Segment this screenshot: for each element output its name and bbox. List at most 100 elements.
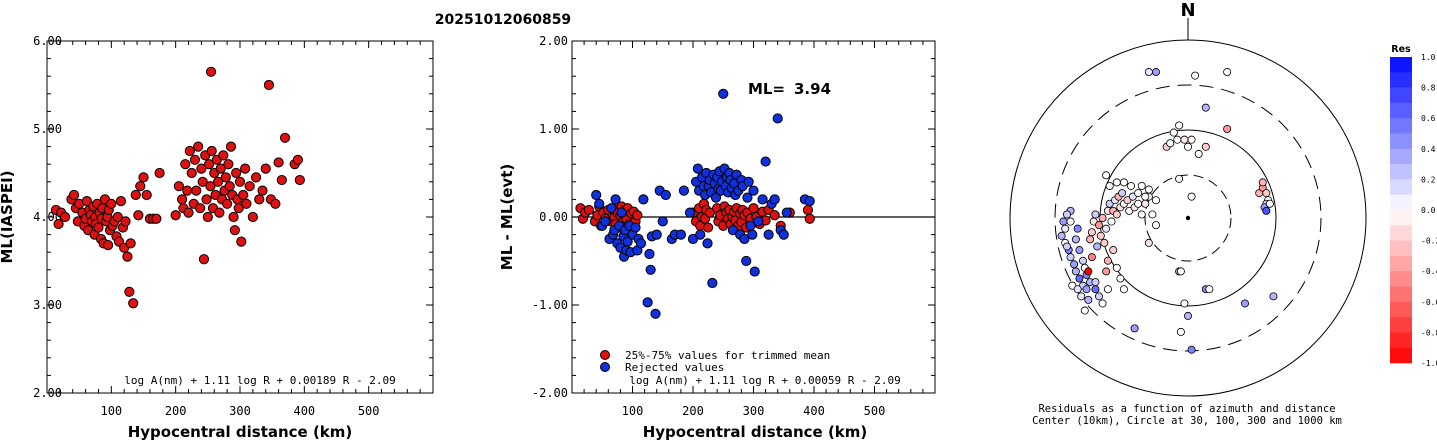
colorbar-tick: 0.4 [1421,145,1436,154]
colorbar-cells [1390,57,1412,364]
polar-station-point [1071,267,1080,276]
polar-station-point [1269,292,1278,301]
colorbar-cell [1390,102,1412,119]
polar-station-point [1223,125,1232,134]
polar-station-point [1144,185,1153,194]
colorbar-tick: 1.0 [1421,53,1436,62]
polar-station-point [1166,139,1175,148]
colorbar-cell [1390,332,1412,348]
caption-line-1: Residuals as a function of azimuth and d… [1038,403,1335,415]
polar-station-point [1151,68,1160,77]
plot1-data-point [135,181,146,192]
plot1-data-point [59,211,71,223]
colorbar-cell [1390,118,1412,134]
polar-station-point [1119,285,1128,294]
plot1-data-point [201,194,212,205]
polar-station-point [1075,246,1084,255]
plot1-y-tick: 5.00 [33,122,62,136]
polar-station-point [1116,274,1125,283]
polar-station-point [1102,267,1111,276]
polar-station-point [1095,221,1104,230]
plot1-data-point [273,157,284,168]
polar-station-point [1265,199,1274,208]
plot1-data-point [138,172,149,183]
polar-station-point [1134,189,1143,198]
polar-station-point [1059,217,1068,226]
plot2-data-point [707,277,718,289]
polar-station-point [1062,210,1071,219]
plot2-data-point [622,236,633,247]
polar-station-point [1180,135,1189,144]
polar-station-point [1093,242,1102,251]
plot1-ticks [47,41,433,393]
panel-ml-residual: 100 200 300 400 500 -2.00 -1.00 0.00 1.0… [498,34,936,441]
plot1-data-point [250,172,262,183]
plot2-data-point [684,207,696,218]
plot2-y-tick: 1.00 [539,122,568,136]
plot2-data-point [644,248,655,260]
plot2-y-tick: 0.00 [539,210,568,224]
plot2-data-point [610,194,621,205]
polar-station-point [1096,231,1105,240]
plot2-data-point [743,176,754,187]
plot1-data-point [125,238,136,249]
plot1-data-point [122,251,133,262]
colorbar-tick: -0.8 [1421,328,1437,337]
polar-station-point [1102,171,1111,180]
plot2-data-point [657,216,668,227]
plot2-x-tick: 300 [743,404,765,418]
plot1-data-point [254,194,265,205]
polar-station-point [1057,231,1066,240]
plot2-data-point [802,204,814,216]
plot1-data-point [115,196,127,207]
polar-station-point [1180,299,1189,308]
plot1-data-point [222,198,233,209]
plot2-data-point [718,88,729,99]
plot1-x-tick: 400 [293,404,315,418]
colorbar-cell [1390,72,1412,88]
plot2-data-point [778,229,789,240]
plot2-y-tick: -2.00 [532,386,568,400]
residual-colorbar: Res 1.0 0.8 0.6 0.4 0.2 0.0 -0.2 -0.4 -0… [1390,44,1437,368]
plot2-data-point [687,233,699,245]
polar-station-point [1258,178,1267,187]
plot2-data-point [769,194,780,205]
polar-points [1057,68,1278,354]
polar-station-point [1073,224,1082,233]
plot1-data-point [224,181,235,192]
colorbar-cell [1390,301,1412,318]
plot1-data-point [112,211,123,223]
polar-station-point [1087,228,1096,237]
ml-label: ML= [748,80,785,98]
plot1-data-point [292,154,303,165]
plot1-data-point [124,286,135,297]
polar-station-point [1184,142,1193,151]
polar-station-point [1107,217,1116,226]
colorbar-cell [1390,57,1412,73]
polar-station-point [1141,199,1150,208]
polar-station-point [1077,292,1086,301]
plot2-y-tick-labels: -2.00 -1.00 0.00 1.00 2.00 [532,34,568,400]
colorbar-cell [1390,133,1412,150]
polar-station-point [1223,68,1232,77]
polar-station-point [1103,285,1112,294]
ring-1000km [1009,39,1367,397]
plot2-data-point [695,229,706,240]
plot1-data-point [240,163,251,174]
plot2-data-point [704,207,716,218]
polar-station-point [1073,285,1082,294]
plot2-data-point [739,233,750,245]
plot1-data-point [170,210,181,221]
plot1-data-point [215,163,226,174]
legend-trimmed-label: 25%-75% values for trimmed mean [625,349,830,362]
plot2-x-tick: 400 [803,404,825,418]
plot1-y-tick: 2.00 [33,386,62,400]
polar-station-point [1144,238,1153,247]
plot2-data-point [749,266,760,277]
colorbar-cell [1390,179,1412,195]
plot1-data-point [196,163,207,174]
plot2-data-point [781,207,792,218]
plot1-x-axis-label: Hypocentral distance (km) [128,423,353,441]
plot1-x-tick: 200 [165,404,187,418]
